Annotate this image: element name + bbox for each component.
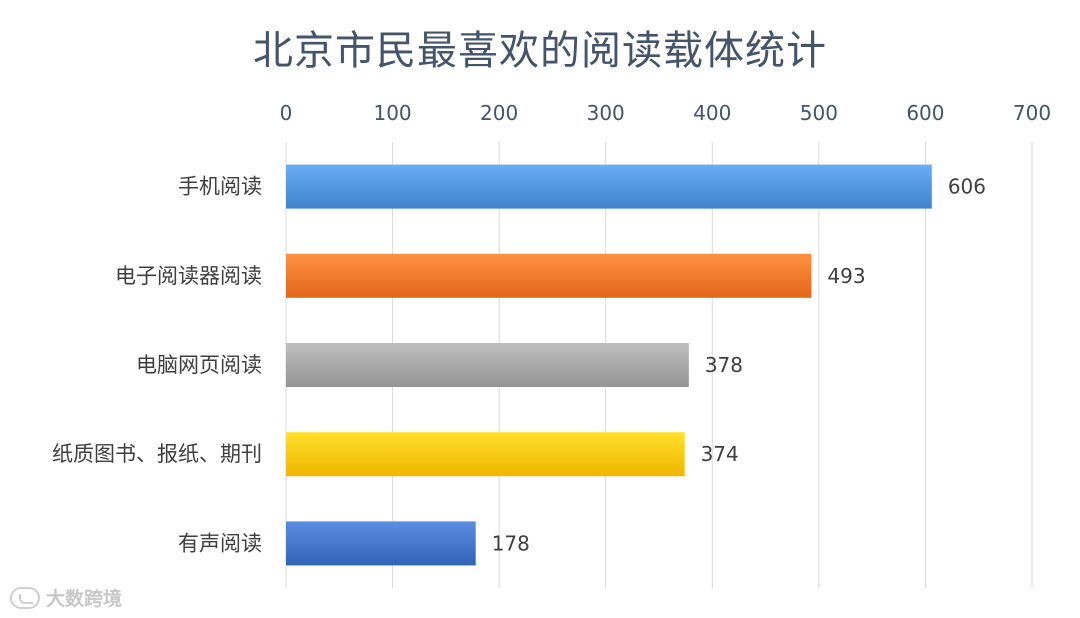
x-tick-label-500: 500 — [800, 101, 838, 125]
watermark-text: 大数跨境 — [46, 588, 123, 610]
x-tick-label-400: 400 — [693, 101, 731, 125]
x-tick-label-600: 600 — [906, 101, 944, 125]
x-tick-label-200: 200 — [480, 101, 518, 125]
data-label-2: 493 — [827, 264, 865, 288]
bar-1 — [286, 164, 932, 209]
category-label-2: 电子阅读器阅读 — [115, 264, 262, 288]
bar-5 — [286, 521, 476, 566]
bar-4 — [286, 432, 685, 477]
watermark-logo-icon — [10, 586, 40, 609]
x-tick-label-300: 300 — [587, 101, 625, 125]
data-label-1: 606 — [948, 175, 986, 199]
watermark: 大数跨境 — [10, 584, 122, 611]
category-label-3: 电脑网页阅读 — [136, 353, 262, 377]
x-tick-label-700: 700 — [1013, 101, 1051, 125]
x-tick-label-100: 100 — [373, 101, 411, 125]
chart-title: 北京市民最喜欢的阅读载体统计 — [253, 28, 827, 74]
category-label-4: 纸质图书、报纸、期刊 — [52, 442, 262, 466]
category-label-1: 手机阅读 — [178, 175, 262, 199]
bar-3 — [286, 343, 689, 387]
x-tick-label-0: 0 — [280, 101, 293, 125]
category-label-5: 有声阅读 — [178, 531, 262, 555]
data-label-4: 374 — [701, 442, 739, 466]
bar-2 — [286, 253, 812, 298]
data-label-5: 178 — [492, 531, 530, 555]
data-label-3: 378 — [705, 353, 743, 377]
